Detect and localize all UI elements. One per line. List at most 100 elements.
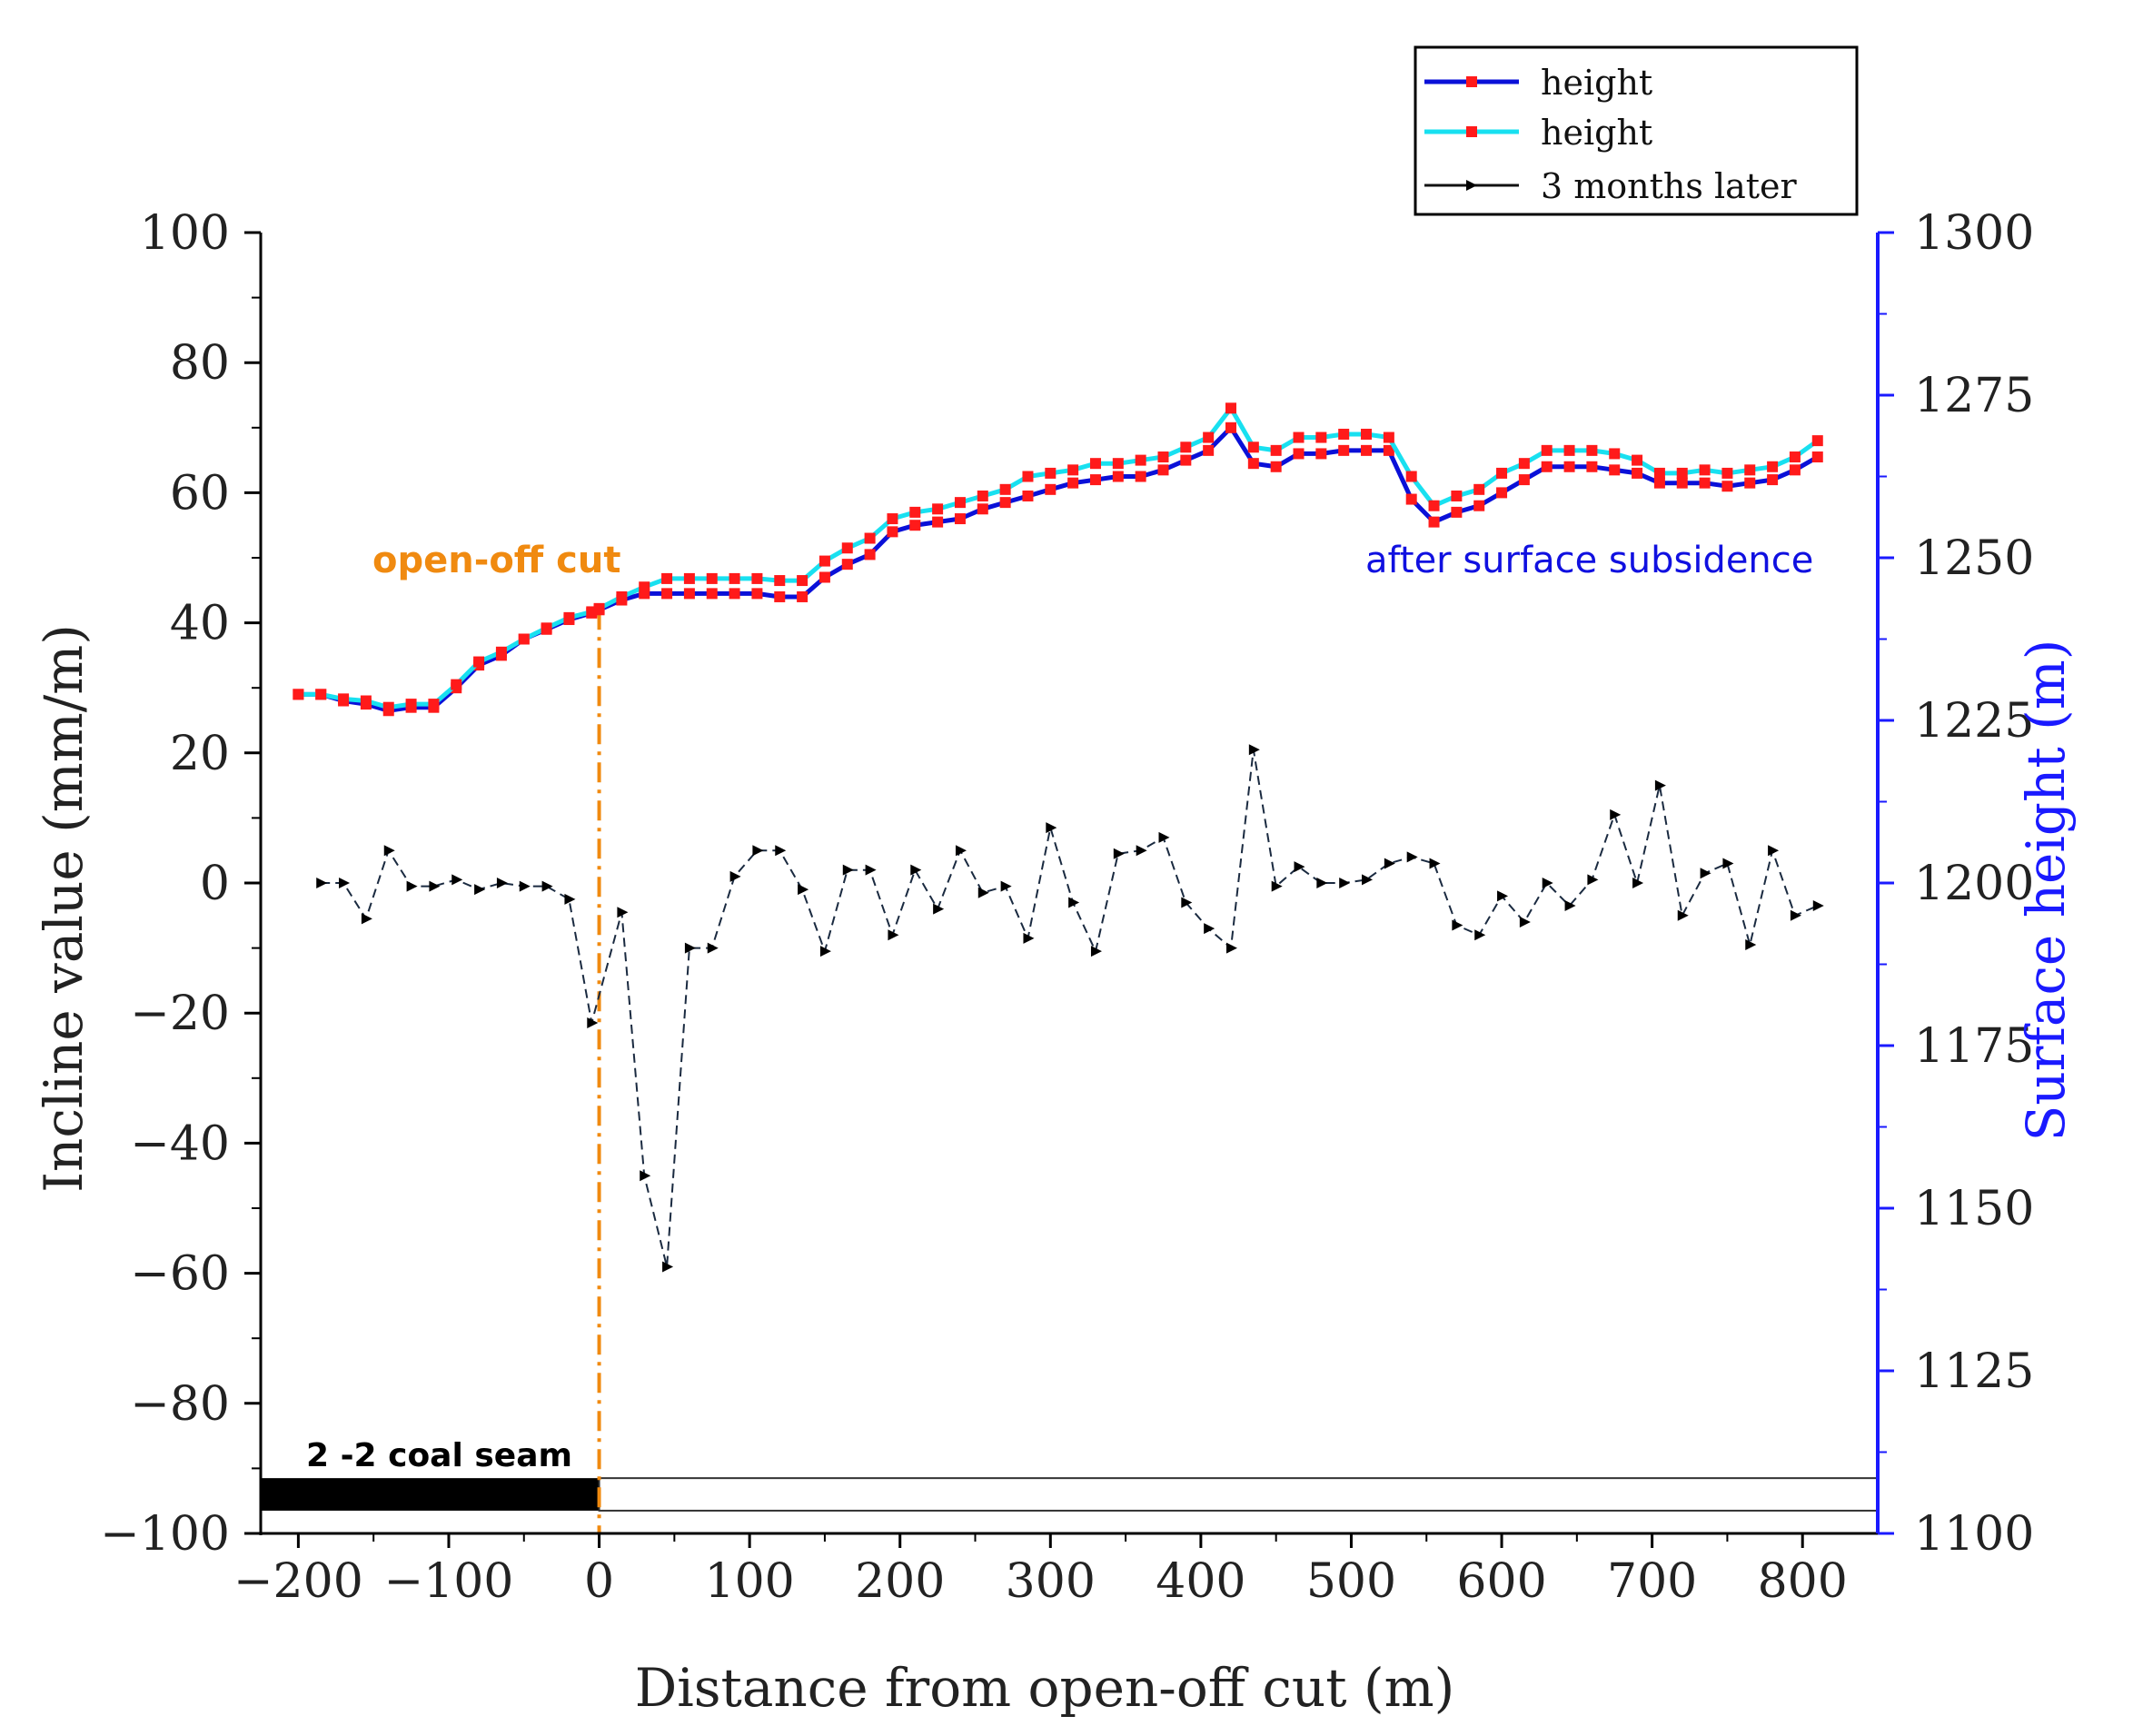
x-tick-label: 700 <box>1607 1554 1697 1609</box>
data-point <box>1451 506 1463 518</box>
data-point <box>1790 909 1801 921</box>
data-point <box>797 575 809 587</box>
y-left-tick-label: −40 <box>130 1116 230 1171</box>
data-point <box>1158 831 1170 843</box>
data-point <box>909 520 921 531</box>
data-point <box>841 542 853 554</box>
y-left-tick-label: 0 <box>200 857 230 911</box>
y-right-tick-label: 1125 <box>1914 1344 2034 1399</box>
x-tick-label: 300 <box>1006 1554 1096 1609</box>
data-point <box>1586 444 1598 456</box>
data-point <box>1383 444 1394 456</box>
data-point <box>640 1170 651 1182</box>
y-left-tick-label: 60 <box>170 466 230 521</box>
data-point <box>1181 897 1193 908</box>
data-point <box>474 884 486 896</box>
data-point <box>977 887 989 898</box>
data-point <box>1247 458 1259 470</box>
data-point <box>541 622 552 634</box>
data-point <box>1497 890 1509 902</box>
legend-marker-height-2 <box>1466 126 1477 137</box>
data-point <box>1789 451 1801 463</box>
x-tick-label: −200 <box>233 1554 363 1609</box>
data-point <box>1586 461 1598 472</box>
data-point <box>841 559 853 570</box>
data-point <box>518 633 530 645</box>
coal-seam-label: 2 -2 coal seam <box>306 1437 572 1474</box>
x-axis-ticks: −200 −100 0 100 200 300 400 500 600 700 800 <box>233 1533 1848 1609</box>
data-point <box>1270 461 1282 472</box>
data-point <box>1089 474 1101 486</box>
y-left-tick-label: 40 <box>170 597 230 651</box>
data-point <box>977 503 988 515</box>
data-point <box>1519 916 1531 928</box>
x-tick-label: 800 <box>1758 1554 1848 1609</box>
data-point <box>1225 422 1236 433</box>
y-left-ticks: 100 80 60 40 20 0 −20 −40 −60 −80 −100 <box>100 206 261 1562</box>
data-point <box>1023 932 1035 944</box>
legend-label-3-months-later: 3 months later <box>1541 166 1798 206</box>
data-point <box>1541 444 1553 456</box>
open-off-cut-annotation: open-off cut <box>372 540 620 581</box>
data-point <box>1226 942 1237 954</box>
series-3 <box>316 744 1824 1273</box>
legend-label-height-2: height <box>1541 113 1652 153</box>
y-left-tick-label: 20 <box>170 727 230 781</box>
data-point <box>495 646 507 658</box>
data-point <box>1452 919 1463 931</box>
data-point <box>1563 461 1575 472</box>
data-point <box>1338 428 1350 440</box>
data-point <box>932 503 944 515</box>
legend-item-height-1: height <box>1424 63 1652 103</box>
data-point <box>639 581 650 593</box>
data-point <box>1180 441 1192 453</box>
y-left-tick-label: −80 <box>130 1377 230 1432</box>
data-point <box>1811 435 1823 447</box>
data-point <box>1000 880 1012 892</box>
data-point <box>1405 471 1417 482</box>
data-point <box>1022 471 1034 482</box>
data-point <box>1293 448 1305 460</box>
data-point <box>819 946 831 957</box>
data-point <box>1247 441 1259 453</box>
data-point <box>887 513 898 525</box>
data-point <box>1361 444 1373 456</box>
data-point <box>865 864 877 876</box>
data-point <box>888 929 899 941</box>
data-point <box>316 878 328 888</box>
data-point <box>751 572 763 584</box>
data-point <box>1745 939 1757 951</box>
data-point <box>1068 897 1080 908</box>
data-point <box>1609 448 1621 460</box>
data-point <box>1428 500 1440 511</box>
data-point <box>496 878 508 888</box>
legend-item-3-months-later: 3 months later <box>1424 166 1798 206</box>
data-point <box>1496 467 1508 479</box>
data-point <box>1136 845 1147 857</box>
data-point <box>977 490 988 501</box>
data-point <box>563 611 575 623</box>
data-point <box>1812 900 1824 912</box>
data-point <box>1112 458 1124 470</box>
data-point <box>1090 946 1102 957</box>
x-tick-label: 200 <box>855 1554 945 1609</box>
y-left-axis-label: Incline value (mm/m) <box>33 624 94 1193</box>
data-point <box>1429 858 1441 869</box>
data-point <box>706 588 718 600</box>
data-point <box>818 571 830 583</box>
data-point <box>1699 464 1711 476</box>
data-point <box>729 870 741 882</box>
data-point <box>1157 464 1169 476</box>
data-point <box>1339 878 1351 888</box>
data-point <box>1721 481 1733 492</box>
data-point <box>683 572 695 584</box>
data-point <box>451 874 463 886</box>
data-point <box>1316 878 1328 888</box>
data-point <box>684 942 696 954</box>
data-point <box>842 864 854 876</box>
data-point <box>1564 900 1576 912</box>
y-right-tick-label: 1100 <box>1914 1507 2034 1562</box>
data-point <box>1180 454 1192 466</box>
legend-marker-height-1 <box>1466 76 1477 87</box>
